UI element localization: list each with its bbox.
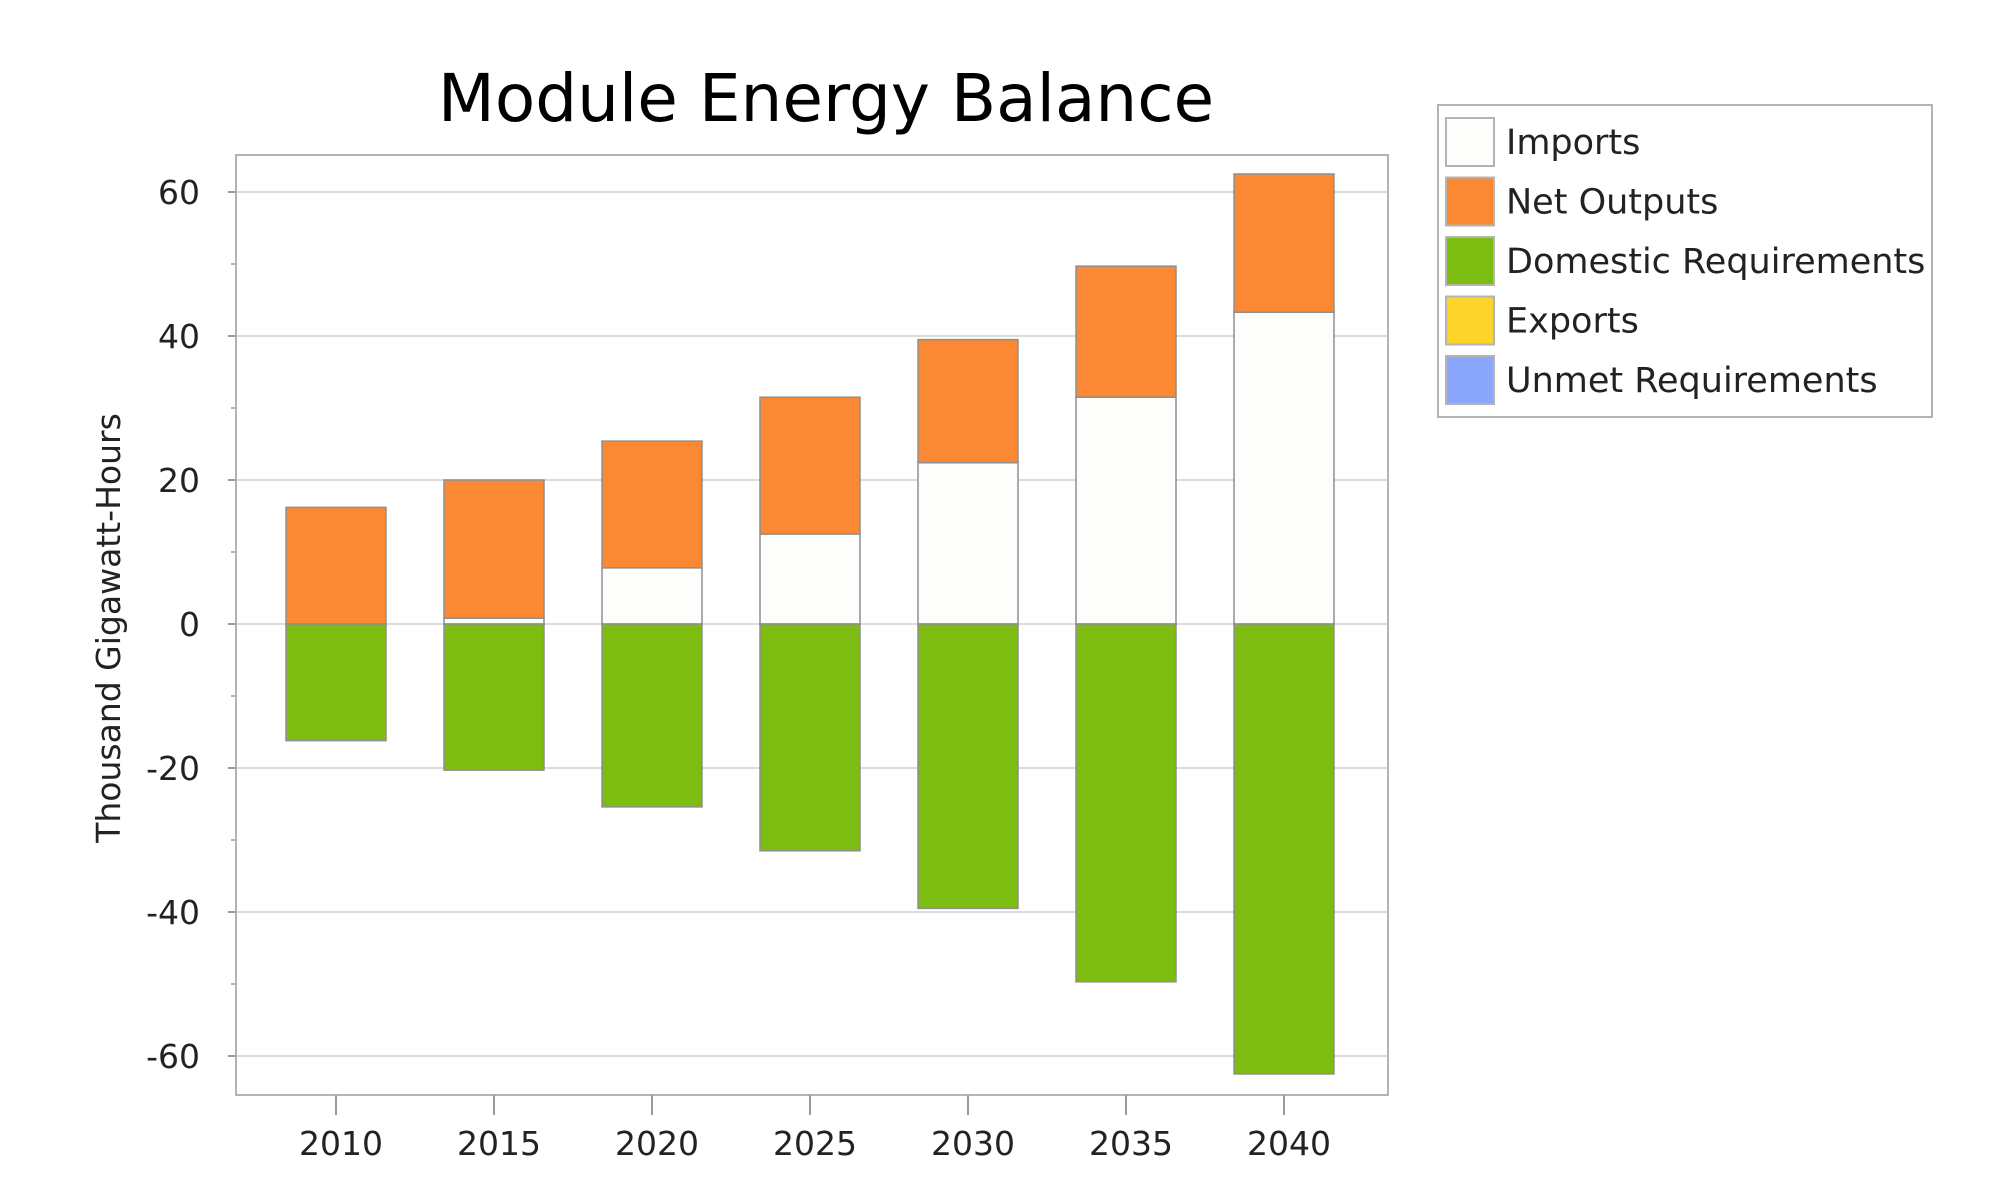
y-axis-label: Thousand Gigawatt-Hours [89, 413, 128, 844]
bar-segment [917, 461, 1019, 625]
legend-swatch [1445, 355, 1495, 405]
bar-segment [759, 533, 861, 625]
bar-segment [285, 623, 387, 742]
bar-segment [443, 617, 545, 625]
bar-segment [601, 440, 703, 569]
bar-segment [601, 623, 703, 808]
x-tick-label: 2025 [773, 1124, 857, 1163]
y-tick-label: -60 [146, 1037, 200, 1076]
legend: Imports Net Outputs Domestic Requirements E… [1437, 104, 1933, 418]
legend-swatch [1445, 176, 1495, 227]
bars [285, 173, 1335, 1075]
y-axis: 60 40 20 0 -20 -40 -60 [146, 173, 236, 1076]
x-tick-label: 2035 [1089, 1124, 1173, 1163]
bar-segment [601, 567, 703, 625]
x-tick-label: 2020 [615, 1124, 699, 1163]
y-tick-label: 20 [158, 461, 200, 500]
y-tick-label: 0 [179, 605, 200, 644]
legend-swatch [1445, 295, 1495, 346]
bar-segment [1075, 396, 1177, 625]
y-tick-label: -40 [146, 893, 200, 932]
legend-label: Net Outputs [1506, 183, 1718, 223]
bar-segment [443, 479, 545, 619]
chart-title: Module Energy Balance [438, 60, 1214, 137]
bar-segment [759, 623, 861, 852]
bar-segment [1233, 311, 1335, 625]
x-tick-label: 2040 [1247, 1124, 1331, 1163]
bar-segment [1233, 623, 1335, 1075]
y-tick-label: -20 [146, 749, 200, 788]
y-tick-label: 60 [158, 173, 200, 212]
legend-swatch [1445, 236, 1495, 286]
bar-segment [917, 623, 1019, 910]
x-axis: 2010 2015 2020 2025 2030 2035 2040 [299, 1095, 1331, 1163]
x-tick-label: 2010 [299, 1124, 383, 1163]
bar-segment [1075, 623, 1177, 983]
bar-segment [443, 623, 545, 771]
x-tick-label: 2015 [457, 1124, 541, 1163]
x-tick-label: 2030 [931, 1124, 1015, 1163]
bar-segment [285, 506, 387, 625]
legend-label: Unmet Requirements [1506, 361, 1878, 401]
legend-frame [1437, 104, 1933, 418]
legend-label: Imports [1506, 123, 1640, 163]
bar-segment [917, 338, 1019, 464]
bar-segment [759, 396, 861, 535]
legend-swatch [1445, 117, 1495, 167]
bar-segment [1233, 173, 1335, 313]
legend-label: Exports [1506, 302, 1639, 342]
legend-label: Domestic Requirements [1506, 242, 1925, 282]
y-tick-label: 40 [158, 317, 200, 356]
bar-segment [1075, 265, 1177, 398]
